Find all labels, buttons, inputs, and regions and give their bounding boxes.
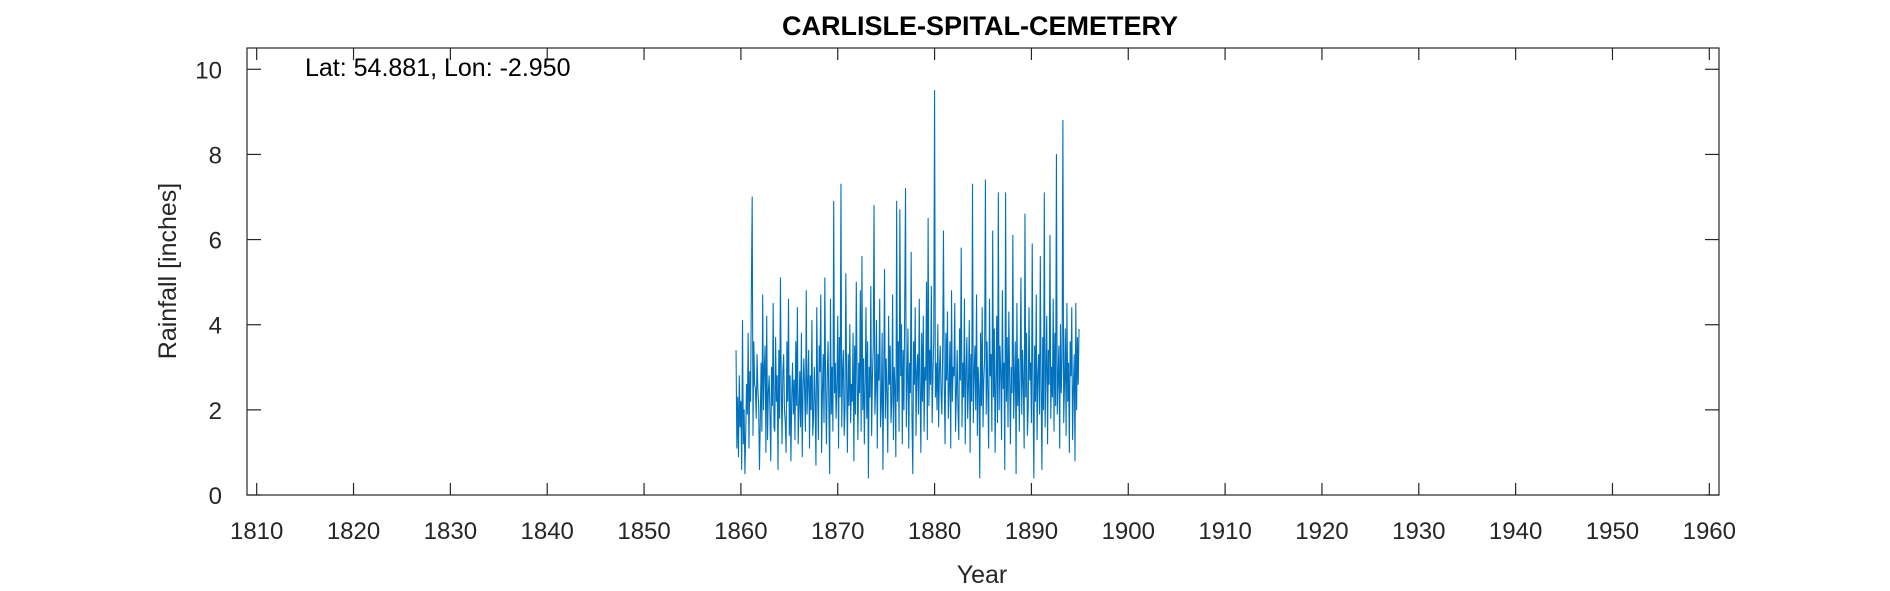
- x-tick-label: 1830: [424, 518, 477, 545]
- y-tick-label: 10: [195, 57, 222, 84]
- y-tick-label: 2: [209, 398, 222, 425]
- y-tick-label: 4: [209, 313, 222, 340]
- location-annotation: Lat: 54.881, Lon: -2.950: [305, 54, 571, 82]
- x-tick-label: 1820: [327, 518, 380, 545]
- chart-title: CARLISLE-SPITAL-CEMETERY: [782, 11, 1178, 41]
- x-tick-label: 1950: [1586, 518, 1639, 545]
- x-axis-label: Year: [957, 561, 1008, 589]
- y-tick-label: 6: [209, 228, 222, 255]
- y-tick-label: 8: [209, 142, 222, 169]
- y-axis-label: Rainfall [inches]: [154, 183, 182, 359]
- x-tick-label: 1810: [230, 518, 283, 545]
- x-tick-label: 1940: [1489, 518, 1542, 545]
- x-tick-label: 1870: [811, 518, 864, 545]
- y-axis: 0 2 4 6 8 10: [195, 57, 1719, 510]
- x-tick-label: 1880: [908, 518, 961, 545]
- x-tick-label: 1900: [1102, 518, 1155, 545]
- x-tick-label: 1960: [1683, 518, 1736, 545]
- x-axis: 1810 1820 1830 1840 1850 1860 1870 1880 1890 1900…: [230, 48, 1736, 545]
- x-tick-label: 1920: [1295, 518, 1348, 545]
- plot-frame: [246, 47, 1720, 496]
- x-tick-label: 1890: [1005, 518, 1058, 545]
- x-tick-label: 1930: [1392, 518, 1445, 545]
- x-tick-label: 1840: [521, 518, 574, 545]
- x-tick-label: 1910: [1198, 518, 1251, 545]
- y-tick-label: 0: [209, 483, 222, 510]
- x-tick-label: 1860: [714, 518, 767, 545]
- rainfall-series-line: [735, 90, 1080, 479]
- x-tick-label: 1850: [617, 518, 670, 545]
